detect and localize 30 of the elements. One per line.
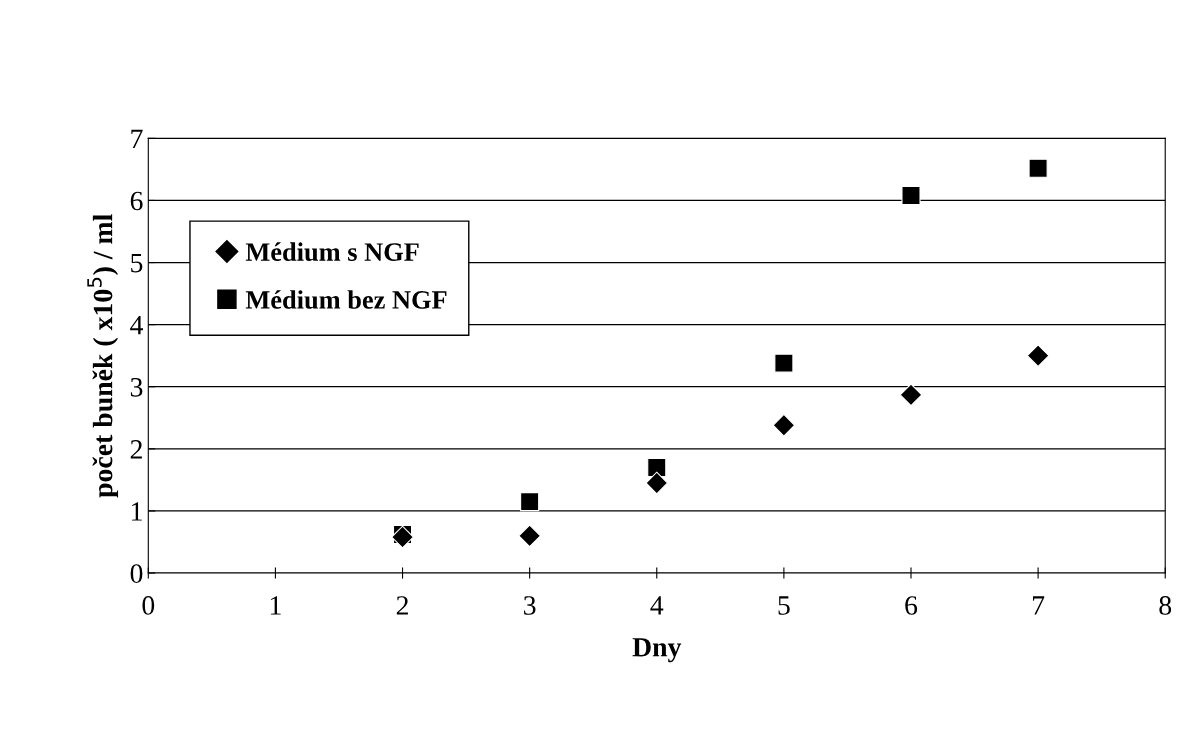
point xyxy=(772,413,796,437)
point xyxy=(1026,344,1050,368)
legend-label: Médium bez NGF xyxy=(245,290,447,309)
legend-label: Médium s NGF xyxy=(245,242,419,261)
y-tick-label: 7 xyxy=(131,129,143,148)
x-tick-label: 5 xyxy=(778,596,790,615)
point xyxy=(899,383,923,407)
x-tick-label: 8 xyxy=(1159,596,1172,615)
y-tick-label: 3 xyxy=(130,377,143,397)
point xyxy=(1028,158,1048,178)
y-tick-label: 6 xyxy=(130,191,143,211)
y-tick-label: 5 xyxy=(131,254,143,273)
point xyxy=(645,471,669,495)
y-tick-label: 0 xyxy=(130,564,143,583)
y-tick-label: 4 xyxy=(130,316,144,335)
x-tick-label: 1 xyxy=(270,596,281,615)
point xyxy=(774,353,794,373)
y-axis-title: počet buněk ( x10$^{5}$) / ml xyxy=(87,214,119,498)
x-tick-label: 2 xyxy=(396,596,408,615)
point xyxy=(901,185,921,206)
x-tick-label: 3 xyxy=(524,596,536,615)
y-tick-label: 1 xyxy=(132,502,142,521)
point xyxy=(518,524,542,548)
x-tick-label: 4 xyxy=(650,596,664,615)
x-axis-title: Dny xyxy=(632,638,682,663)
x-tick-label: 6 xyxy=(905,596,918,615)
x-tick-label: 7 xyxy=(1033,596,1045,615)
point xyxy=(520,492,540,512)
point xyxy=(647,457,667,478)
y-tick-label: 2 xyxy=(130,440,142,459)
